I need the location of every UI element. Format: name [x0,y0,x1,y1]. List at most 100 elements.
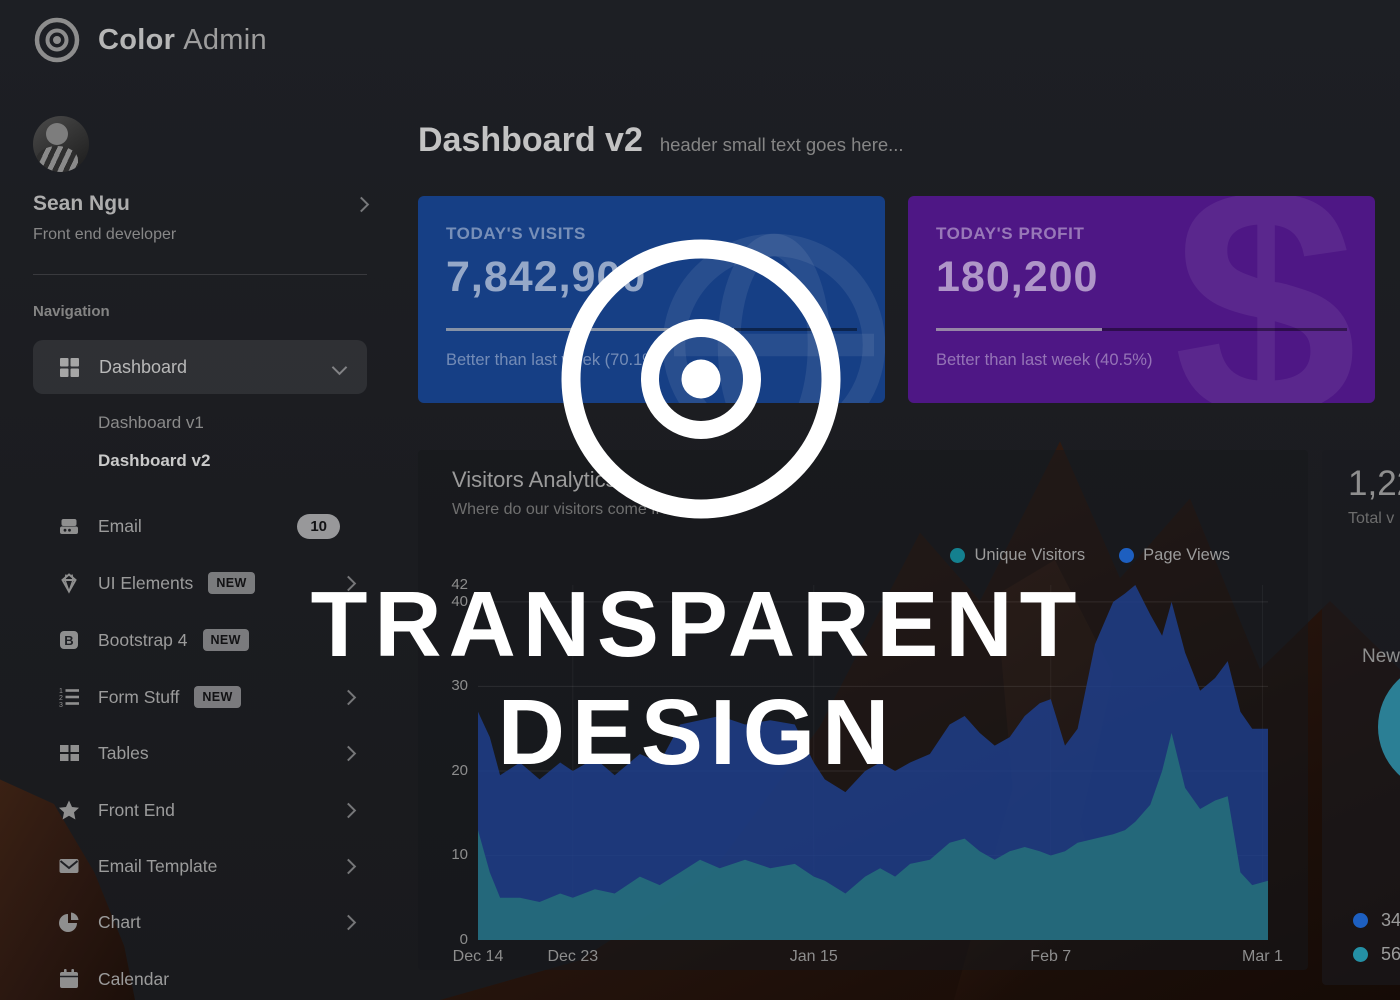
stat-note: Better than last week (70.1%) [446,351,663,369]
todays-visits-card: TODAY'S VISITS 7,842,900 Better than las… [418,196,885,403]
legend-dot [950,548,966,563]
profile-name: Sean Ngu [33,192,130,215]
sidebar-item-label: Calendar [98,968,170,989]
sidebar-item-email[interactable]: Email 10 [33,506,367,546]
svg-text:3: 3 [59,702,63,709]
svg-text:B: B [64,633,73,648]
progress-bar [446,328,857,331]
chevron-right-icon [353,196,370,212]
legend-dot [1119,548,1135,563]
donut-legend-item: 34 [1353,910,1400,931]
progress-bar [936,328,1347,331]
chart-title: Visitors Analytics [452,467,617,492]
stat-label: TODAY'S PROFIT [936,224,1085,243]
x-axis-label: Jan 15 [789,948,838,965]
chevron-right-icon [340,914,357,930]
chevron-right-icon [340,689,357,705]
brand-name: Color Admin [98,24,267,57]
sidebar-item-tables[interactable]: Tables [33,733,367,773]
sidebar-item-label: Chart [98,911,141,932]
y-axis-label: 20 [451,761,468,779]
page-subtitle: header small text goes here... [659,134,904,155]
donut-slice-label: New [1362,646,1400,667]
table-icon [60,745,79,761]
brand-name-light: Admin [183,23,267,56]
chevron-down-icon [331,359,348,375]
pie-chart-icon [59,912,79,932]
legend-item-unique-visitors[interactable]: Unique Visitors [950,546,1085,565]
donut-legend-item: 56 [1353,944,1400,965]
sidebar-item-ui-elements[interactable]: UI Elements NEW [33,563,367,603]
sidebar-item-label: Email Template [98,855,218,876]
sidebar-item-label: Bootstrap 4 [98,629,188,650]
y-axis-label: 40 [451,592,468,610]
legend-dot [1353,947,1368,962]
stat-value: 7,842,900 [446,253,647,301]
sidebar-item-dashboard-v1[interactable]: Dashboard v1 [98,413,204,432]
todays-profit-card: $ TODAY'S PROFIT 180,200 Better than las… [908,196,1375,403]
sidebar-item-label: Dashboard [99,356,188,377]
x-axis-label: Feb 7 [1030,948,1072,965]
profile-toggle[interactable]: Sean Ngu [33,192,370,216]
sidebar-item-calendar[interactable]: Calendar [33,959,367,999]
legend-label: Unique Visitors [974,546,1086,564]
gem-icon [61,573,77,594]
globe-icon [662,233,885,403]
sidebar-divider [33,274,367,275]
page-title: Dashboard v2 [418,121,643,159]
sidebar-item-label: Email [98,515,142,536]
brand-name-bold: Color [98,23,176,56]
envelope-icon [59,859,79,873]
nav-section-label: Navigation [33,303,110,320]
x-axis-label: Mar 1 [1242,948,1283,965]
y-axis-label: 0 [459,931,468,948]
svg-text:1: 1 [59,688,63,695]
star-icon [59,800,79,820]
sidebar-item-chart[interactable]: Chart [33,902,367,942]
legend-value: 56 [1381,944,1400,964]
y-axis-label: 42 [451,576,468,593]
svg-text:2: 2 [59,695,63,702]
sidebar-item-label: UI Elements [98,572,194,593]
chevron-right-icon [340,745,357,761]
sidebar-item-label: Tables [98,742,149,763]
stat-cards: TODAY'S VISITS 7,842,900 Better than las… [418,196,1375,403]
legend-value: 34 [1381,910,1400,930]
sidebar-item-front-end[interactable]: Front End [33,790,367,830]
chart-legend: Unique Visitors Page Views [950,546,1230,565]
y-axis-label: 10 [451,846,468,864]
sidebar-item-dashboard-v2[interactable]: Dashboard v2 [98,451,211,470]
sidebar-item-dashboard[interactable]: Dashboard [33,340,367,394]
x-axis-label: Dec 14 [452,948,504,965]
area-chart [478,585,1268,940]
legend-dot [1353,913,1368,928]
page-header: Dashboard v2 header small text goes here… [418,121,904,160]
sidebar-item-form-stuff[interactable]: 1 2 3 Form Stuff NEW [33,677,367,717]
stat-value: 180,200 [936,253,1099,301]
brand-logo-icon [34,17,80,63]
chevron-right-icon [340,575,357,591]
sidebar-item-bootstrap-4[interactable]: B Bootstrap 4 NEW [33,620,367,660]
calendar-icon [60,969,78,988]
grid-icon [60,358,79,377]
legend-item-page-views[interactable]: Page Views [1119,546,1230,565]
new-badge: NEW [194,686,241,708]
legend-label: Page Views [1143,546,1230,564]
sidebar: Color Admin Sean Ngu Front end developer … [0,0,400,1000]
x-axis-label: Dec 23 [547,948,599,965]
sidebar-item-email-template[interactable]: Email Template [33,846,367,886]
chart-subtitle: Where do our visitors come from [452,501,684,518]
list-ol-icon: 1 2 3 [59,688,79,709]
total-visitors-value: 1,22 [1348,464,1400,503]
y-axis-label: 30 [451,677,468,695]
email-count-badge: 10 [297,513,340,539]
total-visitors-panel: 1,22 Total v New 34 56 [1322,450,1400,985]
sidebar-item-label: Front End [98,799,175,820]
sidebar-item-label: Form Stuff [98,686,180,707]
stat-label: TODAY'S VISITS [446,224,586,243]
donut-chart [1378,662,1400,792]
inbox-icon [60,519,78,534]
brand[interactable]: Color Admin [33,16,267,64]
new-badge: NEW [202,629,249,651]
